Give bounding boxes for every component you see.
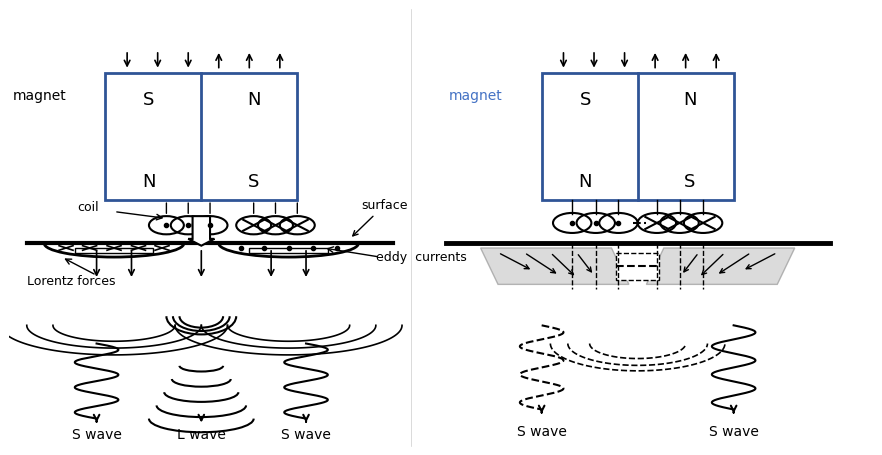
Text: N: N <box>684 91 697 109</box>
Bar <box>250 248 328 253</box>
Polygon shape <box>616 253 660 280</box>
Text: N: N <box>142 173 156 191</box>
Text: magnet: magnet <box>12 89 66 102</box>
Text: S: S <box>143 91 154 109</box>
Text: N: N <box>579 173 592 191</box>
Text: S: S <box>579 91 591 109</box>
Text: S wave: S wave <box>709 425 759 440</box>
Bar <box>75 248 153 253</box>
FancyBboxPatch shape <box>105 73 297 200</box>
Text: S wave: S wave <box>281 428 331 442</box>
Text: L wave: L wave <box>177 428 226 442</box>
Text: coil: coil <box>77 201 99 214</box>
Polygon shape <box>647 248 795 284</box>
Text: S: S <box>684 173 696 191</box>
Polygon shape <box>481 248 629 284</box>
Text: N: N <box>247 91 260 109</box>
Text: S wave: S wave <box>517 425 566 440</box>
Text: Lorentz forces: Lorentz forces <box>26 275 116 288</box>
Text: S wave: S wave <box>71 428 122 442</box>
Text: S: S <box>248 173 259 191</box>
FancyArrow shape <box>188 216 214 246</box>
FancyBboxPatch shape <box>542 73 734 200</box>
Text: magnet: magnet <box>449 89 503 102</box>
Text: eddy  currents: eddy currents <box>376 251 467 263</box>
Text: surface: surface <box>353 198 407 236</box>
